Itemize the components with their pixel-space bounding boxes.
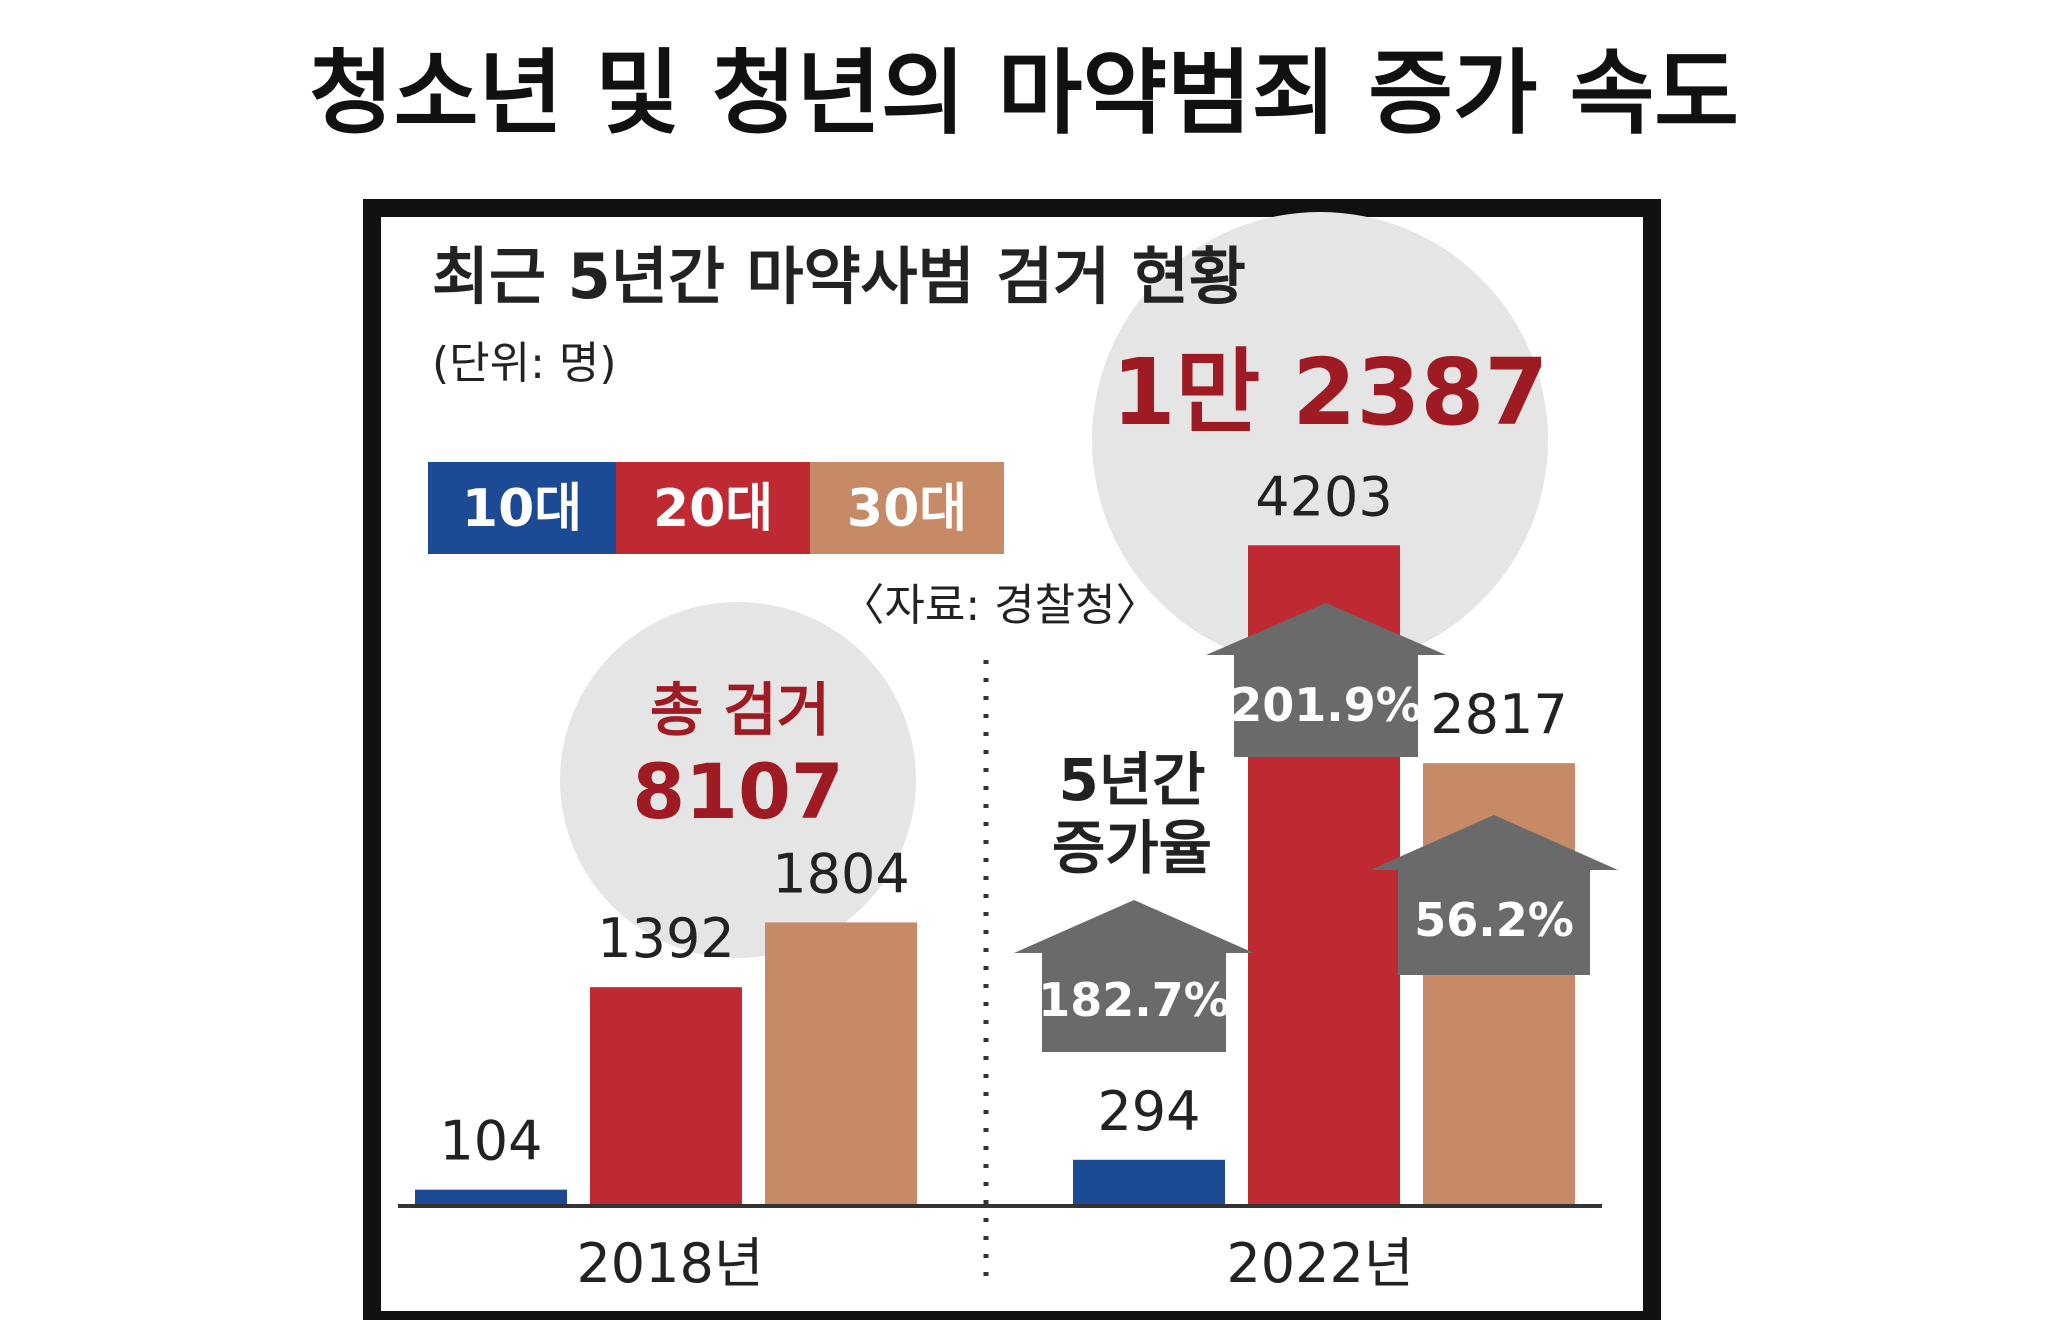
bar-value-label-thirties-0: 1804 [772, 842, 909, 905]
legend-label-thirties: 30대 [847, 479, 967, 539]
legend: 10대 20대 30대 [428, 462, 1004, 554]
bar-value-label-twenties-0: 1392 [597, 907, 734, 970]
legend-swatch-teen [428, 462, 616, 554]
category-label-2018: 2018년 [576, 1232, 763, 1295]
growth-arrow-twenties: 201.9% [1206, 603, 1446, 757]
page-title: 청소년 및 청년의 마약범죄 증가 속도 [309, 40, 1739, 147]
growth-arrow-shape-teen [1014, 900, 1254, 1052]
total-circle-2022 [1092, 212, 1548, 668]
growth-title-line1: 5년간 [1058, 746, 1205, 814]
panel-title: 최근 5년간 마약사범 검거 현황 [432, 240, 1246, 313]
growth-title-line2: 증가율 [1052, 814, 1212, 882]
growth-arrow-shape-thirties [1370, 815, 1618, 975]
bar-teen-1 [1073, 1159, 1225, 1206]
bar-value-label-twenties-1: 4203 [1255, 465, 1392, 528]
category-label-2022: 2022년 [1226, 1232, 1413, 1295]
total-value-2022: 1만 2387 [1112, 339, 1549, 446]
growth-value-twenties: 201.9% [1230, 678, 1422, 732]
total-circle-2018 [560, 602, 916, 958]
source-label: 〈자료: 경찰청〉 [840, 580, 1159, 631]
growth-value-teen: 182.7% [1038, 973, 1230, 1027]
growth-arrow-thirties: 56.2% [1370, 815, 1618, 975]
growth-arrow-teen: 182.7% [1014, 900, 1254, 1052]
unit-label: (단위: 명) [432, 338, 617, 389]
growth-arrow-shape-twenties [1206, 603, 1446, 757]
bar-teen-0 [415, 1189, 567, 1206]
legend-swatch-thirties [810, 462, 1004, 554]
legend-label-twenties: 20대 [653, 479, 773, 539]
bar-value-label-teen-0: 104 [439, 1110, 542, 1173]
growth-value-thirties: 56.2% [1414, 893, 1574, 947]
bar-value-label-teen-1: 294 [1097, 1080, 1200, 1143]
legend-swatch-twenties [616, 462, 810, 554]
total-value-2018: 8107 [632, 747, 844, 836]
total-label-2018: 총 검거 [650, 676, 830, 744]
bar-value-label-thirties-1: 2817 [1430, 683, 1567, 746]
legend-label-teen: 10대 [462, 479, 582, 539]
bar-thirties-0 [765, 922, 917, 1206]
bar-twenties-0 [590, 987, 742, 1206]
